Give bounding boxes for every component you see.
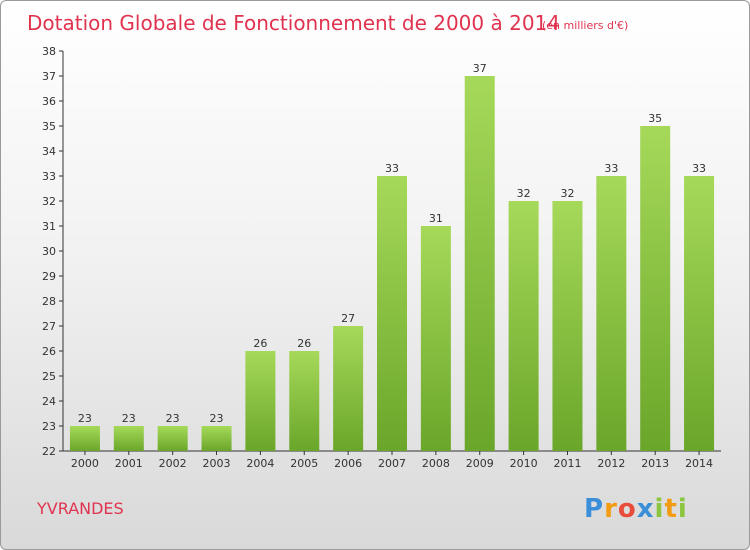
- logo-letter: r: [604, 494, 618, 524]
- logo-letter: i: [678, 494, 688, 524]
- x-tick-label: 2014: [685, 457, 713, 470]
- value-label: 37: [473, 62, 487, 75]
- y-tick-label: 23: [42, 420, 56, 433]
- bar: [640, 126, 671, 451]
- y-tick-label: 37: [42, 70, 56, 83]
- value-label: 26: [253, 337, 267, 350]
- bar: [508, 201, 539, 451]
- logo-letter: x: [637, 494, 655, 524]
- logo-letter: P: [584, 494, 604, 524]
- bar: [596, 176, 627, 451]
- value-label: 23: [166, 412, 180, 425]
- value-label: 33: [692, 162, 706, 175]
- x-tick-label: 2005: [290, 457, 318, 470]
- y-tick-label: 31: [42, 220, 56, 233]
- x-tick-label: 2013: [641, 457, 669, 470]
- bar: [157, 426, 188, 451]
- y-tick-label: 34: [42, 145, 56, 158]
- x-tick-label: 2012: [597, 457, 625, 470]
- y-tick-label: 36: [42, 95, 56, 108]
- value-label: 23: [210, 412, 224, 425]
- value-label: 32: [517, 187, 531, 200]
- value-label: 27: [341, 312, 355, 325]
- y-tick-label: 33: [42, 170, 56, 183]
- value-label: 26: [297, 337, 311, 350]
- bar: [289, 351, 320, 451]
- y-tick-label: 30: [42, 245, 56, 258]
- bar: [684, 176, 715, 451]
- proxiti-logo: Proxiti: [584, 494, 688, 524]
- chart-title: Dotation Globale de Fonctionnement de 20…: [27, 11, 560, 35]
- x-tick-label: 2001: [115, 457, 143, 470]
- x-tick-label: 2000: [71, 457, 99, 470]
- bar: [113, 426, 144, 451]
- bar: [420, 226, 451, 451]
- value-label: 33: [385, 162, 399, 175]
- y-tick-label: 32: [42, 195, 56, 208]
- value-label: 31: [429, 212, 443, 225]
- y-tick-label: 28: [42, 295, 56, 308]
- x-tick-label: 2011: [553, 457, 581, 470]
- value-label: 23: [122, 412, 136, 425]
- bar: [333, 326, 364, 451]
- logo-letter: o: [618, 494, 637, 524]
- x-tick-label: 2010: [510, 457, 538, 470]
- value-label: 32: [560, 187, 574, 200]
- x-tick-label: 2008: [422, 457, 450, 470]
- y-tick-label: 22: [42, 445, 56, 458]
- x-tick-label: 2002: [159, 457, 187, 470]
- y-tick-label: 27: [42, 320, 56, 333]
- bar: [201, 426, 232, 451]
- x-tick-label: 2004: [246, 457, 274, 470]
- y-tick-label: 29: [42, 270, 56, 283]
- y-tick-label: 25: [42, 370, 56, 383]
- x-tick-label: 2007: [378, 457, 406, 470]
- y-tick-label: 35: [42, 120, 56, 133]
- value-label: 35: [648, 112, 662, 125]
- x-tick-label: 2003: [203, 457, 231, 470]
- x-tick-label: 2006: [334, 457, 362, 470]
- bar: [245, 351, 276, 451]
- bar: [464, 76, 495, 451]
- x-tick-label: 2009: [466, 457, 494, 470]
- logo-letter: i: [655, 494, 665, 524]
- chart-unit-label: (en milliers d'€): [542, 19, 628, 32]
- value-label: 33: [604, 162, 618, 175]
- logo-letter: t: [664, 494, 677, 524]
- y-tick-label: 24: [42, 395, 56, 408]
- bar: [377, 176, 407, 451]
- bar: [552, 201, 583, 451]
- commune-name: YVRANDES: [36, 499, 124, 518]
- y-tick-label: 38: [42, 45, 56, 58]
- plot-area: 22 23 24 25 26 27 28 29 30 31 32 33 34 35 36 37 38 2000 23…: [42, 45, 721, 470]
- y-tick-label: 26: [42, 345, 56, 358]
- value-label: 23: [78, 412, 92, 425]
- bar: [69, 426, 100, 451]
